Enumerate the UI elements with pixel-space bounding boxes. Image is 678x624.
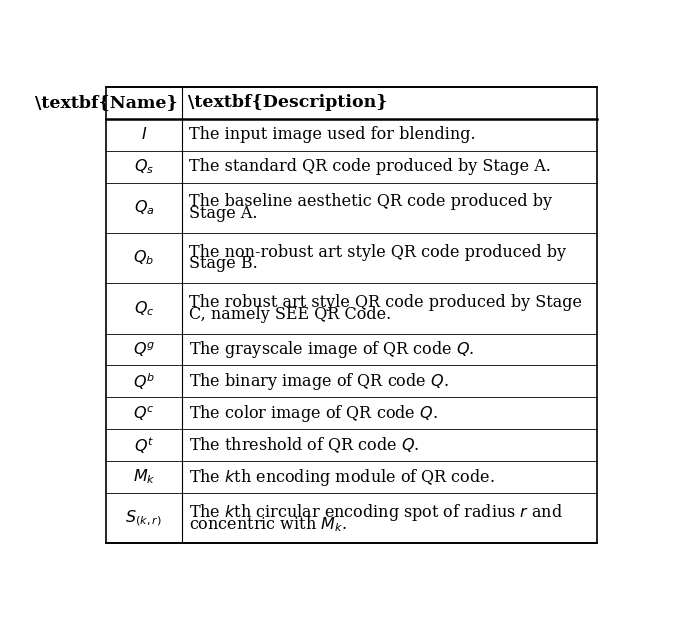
Text: C, namely SEE QR Code.: C, namely SEE QR Code. [188,306,391,323]
Text: $Q_c$: $Q_c$ [134,299,154,318]
Text: The robust art style QR code produced by Stage: The robust art style QR code produced by… [188,294,582,311]
Text: $Q_b$: $Q_b$ [134,249,155,268]
Text: $Q_a$: $Q_a$ [134,198,154,217]
Text: $Q^g$: $Q^g$ [133,340,155,359]
Text: The $k$th circular encoding spot of radius $r$ and: The $k$th circular encoding spot of radi… [188,502,563,523]
Text: The baseline aesthetic QR code produced by: The baseline aesthetic QR code produced … [188,193,552,210]
Text: The binary image of QR code $Q$.: The binary image of QR code $Q$. [188,371,448,392]
Text: The grayscale image of QR code $Q$.: The grayscale image of QR code $Q$. [188,339,474,360]
Text: \textbf{Description}: \textbf{Description} [188,94,388,111]
Text: The non-robust art style QR code produced by: The non-robust art style QR code produce… [188,244,565,261]
Text: The standard QR code produced by Stage A.: The standard QR code produced by Stage A… [188,158,551,175]
Text: $Q^b$: $Q^b$ [133,371,155,392]
Text: The threshold of QR code $Q$.: The threshold of QR code $Q$. [188,436,419,455]
Text: $M_k$: $M_k$ [132,468,155,486]
Text: $Q^t$: $Q^t$ [134,435,154,456]
Text: The $k$th encoding module of QR code.: The $k$th encoding module of QR code. [188,467,494,487]
Text: Stage A.: Stage A. [188,205,257,222]
Text: $Q^c$: $Q^c$ [133,404,155,422]
Text: concentric with $M_k$.: concentric with $M_k$. [188,514,346,534]
Text: Stage B.: Stage B. [188,255,258,273]
Text: $I$: $I$ [141,126,147,143]
Text: The input image used for blending.: The input image used for blending. [188,126,475,143]
Text: $S_{(k,r)}$: $S_{(k,r)}$ [125,509,162,528]
Text: $Q_s$: $Q_s$ [134,157,154,176]
Text: The color image of QR code $Q$.: The color image of QR code $Q$. [188,403,437,424]
Text: \textbf{Name}: \textbf{Name} [35,94,178,111]
